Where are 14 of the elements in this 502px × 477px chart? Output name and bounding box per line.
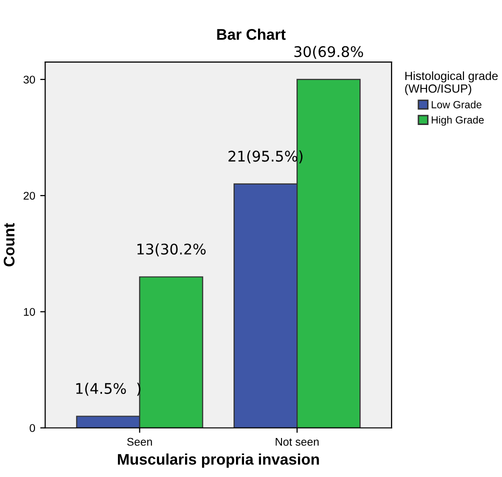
- y-tick-label: 30: [24, 76, 36, 84]
- y-tick-label: 0: [30, 424, 36, 432]
- data-label: 13(30.2%: [137, 243, 206, 256]
- x-axis-title: Muscularis propria invasion: [118, 454, 319, 468]
- legend-label: Low Grade: [432, 100, 482, 108]
- y-tick-label: 20: [24, 192, 36, 200]
- legend-label: High Grade: [432, 116, 484, 126]
- x-tick-label: Seen: [127, 438, 152, 446]
- x-tick-label: Not seen: [276, 438, 319, 446]
- legend-title: Histological grade (WHO/ISUP): [405, 71, 498, 96]
- y-tick-label: 10: [24, 308, 36, 316]
- y-axis-title: Count: [4, 223, 15, 266]
- chart-title: Bar Chart: [217, 28, 286, 40]
- data-label: 30(69.8%: [294, 46, 364, 59]
